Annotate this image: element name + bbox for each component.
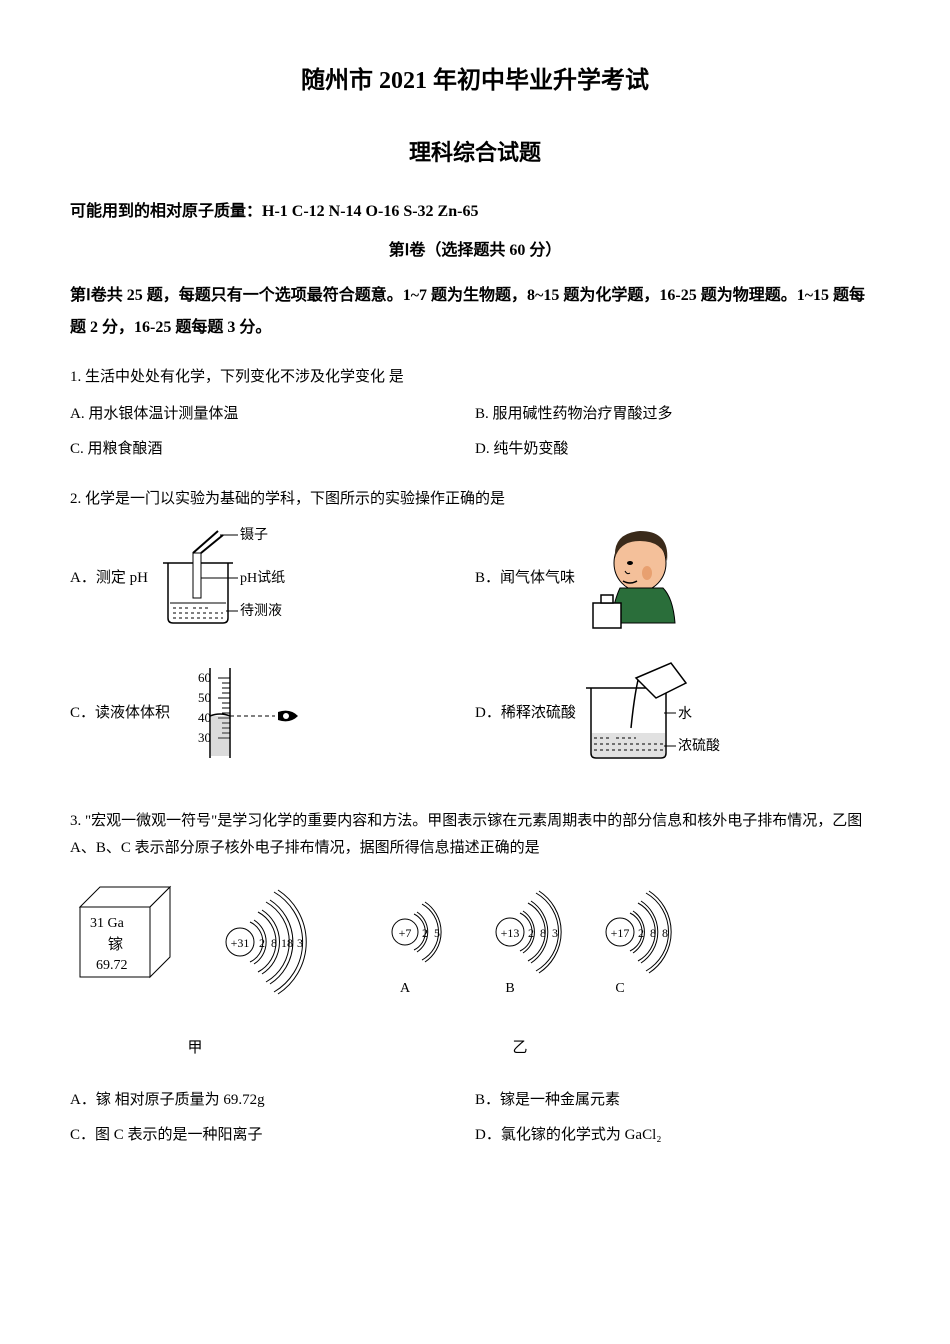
q2-b-label: B．闻气体气味 [475, 565, 575, 592]
svg-text:2: 2 [259, 936, 265, 950]
svg-text:2: 2 [422, 926, 428, 940]
yi-label: 乙 [360, 1035, 680, 1062]
q3-opt-d: D．氯化镓的化学式为 GaCl₂ [475, 1122, 880, 1149]
tweezers-label: 镊子 [240, 527, 268, 543]
svg-text:40: 40 [198, 710, 211, 725]
svg-text:18: 18 [281, 936, 293, 950]
svg-text:2: 2 [638, 926, 644, 940]
svg-text:镓: 镓 [108, 936, 123, 953]
q2-text: 2. 化学是一门以实验为基础的学科，下图所示的实验操作正确的是 [70, 486, 880, 513]
svg-text:8: 8 [662, 926, 668, 940]
svg-text:B: B [505, 981, 514, 996]
svg-text:5: 5 [434, 926, 440, 940]
question-1: 1. 生活中处处有化学，下列变化不涉及化学变化 是 A. 用水银体温计测量体温 … [70, 364, 880, 471]
q1-opt-a: A. 用水银体温计测量体温 [70, 401, 475, 428]
jia-label: 甲 [70, 1035, 320, 1062]
svg-text:3: 3 [552, 926, 558, 940]
q1-opt-c: C. 用粮食酿酒 [70, 436, 475, 463]
q2-opt-b: B．闻气体气味 [475, 523, 880, 633]
q3-yi-group: +7 2 5 A +13 2 [360, 877, 680, 1062]
ph-paper-label: pH试纸 [240, 570, 285, 586]
svg-text:+31: +31 [231, 936, 250, 950]
smell-gas-diagram [575, 523, 715, 633]
q3-diagram: 31 Ga 镓 69.72 +31 2 8 18 [70, 877, 880, 1062]
svg-text:69.72: 69.72 [96, 958, 128, 973]
q2-a-label: A．测定 pH [70, 565, 148, 592]
svg-text:浓硫酸: 浓硫酸 [678, 738, 720, 754]
dilute-acid-diagram: 水 浓硫酸 [576, 658, 746, 768]
q3-opt-b: B．镓是一种金属元素 [475, 1087, 880, 1114]
q3-opt-c: C．图 C 表示的是一种阳离子 [70, 1122, 475, 1149]
q2-opt-d: D．稀释浓硫酸 水 浓硫酸 [475, 658, 880, 768]
q1-opt-b: B. 服用碱性药物治疗胃酸过多 [475, 401, 880, 428]
svg-text:+7: +7 [399, 926, 412, 940]
svg-text:+17: +17 [611, 926, 630, 940]
title-sub: 理科综合试题 [70, 133, 880, 173]
question-3: 3. "宏观一微观一符号"是学习化学的重要内容和方法。甲图表示镓在元素周期表中的… [70, 808, 880, 1157]
title-main: 随州市 2021 年初中毕业升学考试 [70, 60, 880, 103]
svg-text:8: 8 [540, 926, 546, 940]
q2-d-label: D．稀释浓硫酸 [475, 700, 576, 727]
svg-text:8: 8 [650, 926, 656, 940]
svg-text:A: A [400, 981, 411, 996]
q1-opt-d: D. 纯牛奶变酸 [475, 436, 880, 463]
svg-text:2: 2 [528, 926, 534, 940]
q2-c-label: C．读液体体积 [70, 700, 170, 727]
svg-text:3: 3 [297, 936, 303, 950]
svg-text:水: 水 [678, 706, 692, 722]
question-2: 2. 化学是一门以实验为基础的学科，下图所示的实验操作正确的是 A．测定 pH [70, 486, 880, 793]
svg-text:8: 8 [271, 936, 277, 950]
svg-text:+13: +13 [501, 926, 520, 940]
read-volume-diagram: 60 50 40 30 [170, 658, 320, 768]
svg-text:30: 30 [198, 730, 211, 745]
svg-text:C: C [615, 981, 624, 996]
q3-opt-a: A．镓 相对原子质量为 69.72g [70, 1087, 475, 1114]
instructions: 第Ⅰ卷共 25 题，每题只有一个选项最符合题意。1~7 题为生物题，8~15 题… [70, 280, 880, 344]
svg-text:31 Ga: 31 Ga [90, 916, 125, 931]
ph-test-diagram: 镊子 pH试纸 待测液 [148, 523, 318, 633]
q2-opt-a: A．测定 pH 镊子 pH试纸 [70, 523, 475, 633]
svg-text:60: 60 [198, 670, 211, 685]
atomic-mass-info: 可能用到的相对原子质量：H-1 C-12 N-14 O-16 S-32 Zn-6… [70, 198, 880, 227]
q3-jia-group: 31 Ga 镓 69.72 +31 2 8 18 [70, 877, 320, 1062]
q2-opt-c: C．读液体体积 60 50 40 [70, 658, 475, 768]
q3-text: 3. "宏观一微观一符号"是学习化学的重要内容和方法。甲图表示镓在元素周期表中的… [70, 808, 880, 862]
q1-text: 1. 生活中处处有化学，下列变化不涉及化学变化 是 [70, 364, 880, 391]
test-liquid-label: 待测液 [240, 603, 282, 619]
section-header: 第Ⅰ卷（选择题共 60 分） [70, 237, 880, 266]
svg-text:50: 50 [198, 690, 211, 705]
